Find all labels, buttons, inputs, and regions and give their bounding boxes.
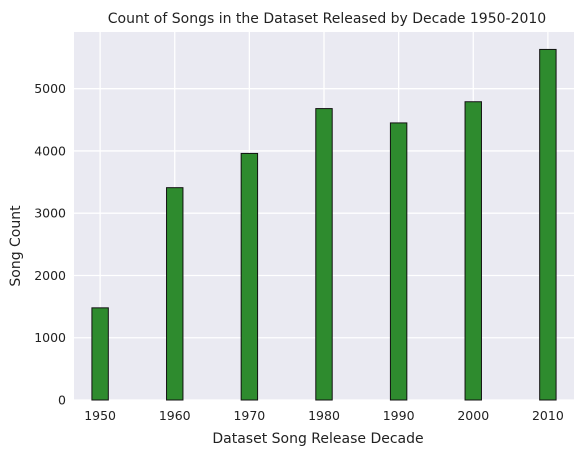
bar-2000 (464, 101, 482, 401)
bar-1970 (240, 152, 259, 401)
bar-1950 (91, 307, 109, 401)
x-tick-label: 1960 (159, 408, 191, 423)
x-tick-label: 1950 (84, 408, 116, 423)
bar-1990 (389, 122, 408, 401)
x-tick-label: 1970 (233, 408, 265, 423)
y-tick-label: 5000 (34, 81, 66, 96)
bars (91, 48, 557, 401)
x-tick-labels: 1950 1960 1970 1980 1990 2000 2010 (84, 408, 564, 423)
x-tick-label: 2010 (532, 408, 564, 423)
y-tick-label: 3000 (34, 206, 66, 221)
x-tick-label: 2000 (457, 408, 489, 423)
y-axis-label: Song Count (8, 205, 24, 287)
bar-1960 (166, 187, 184, 401)
x-tick-label: 1980 (308, 408, 340, 423)
y-tick-labels: 0 1000 2000 3000 4000 5000 (34, 81, 66, 407)
x-axis-label: Dataset Song Release Decade (212, 431, 423, 447)
y-tick-label: 2000 (34, 268, 66, 283)
chart-title: Count of Songs in the Dataset Released b… (108, 11, 546, 27)
x-tick-label: 1990 (383, 408, 415, 423)
y-tick-label: 4000 (34, 143, 66, 158)
bar-1980 (315, 108, 333, 401)
y-tick-label: 1000 (34, 330, 66, 345)
bar-2010 (539, 48, 557, 401)
y-tick-label: 0 (58, 393, 66, 408)
